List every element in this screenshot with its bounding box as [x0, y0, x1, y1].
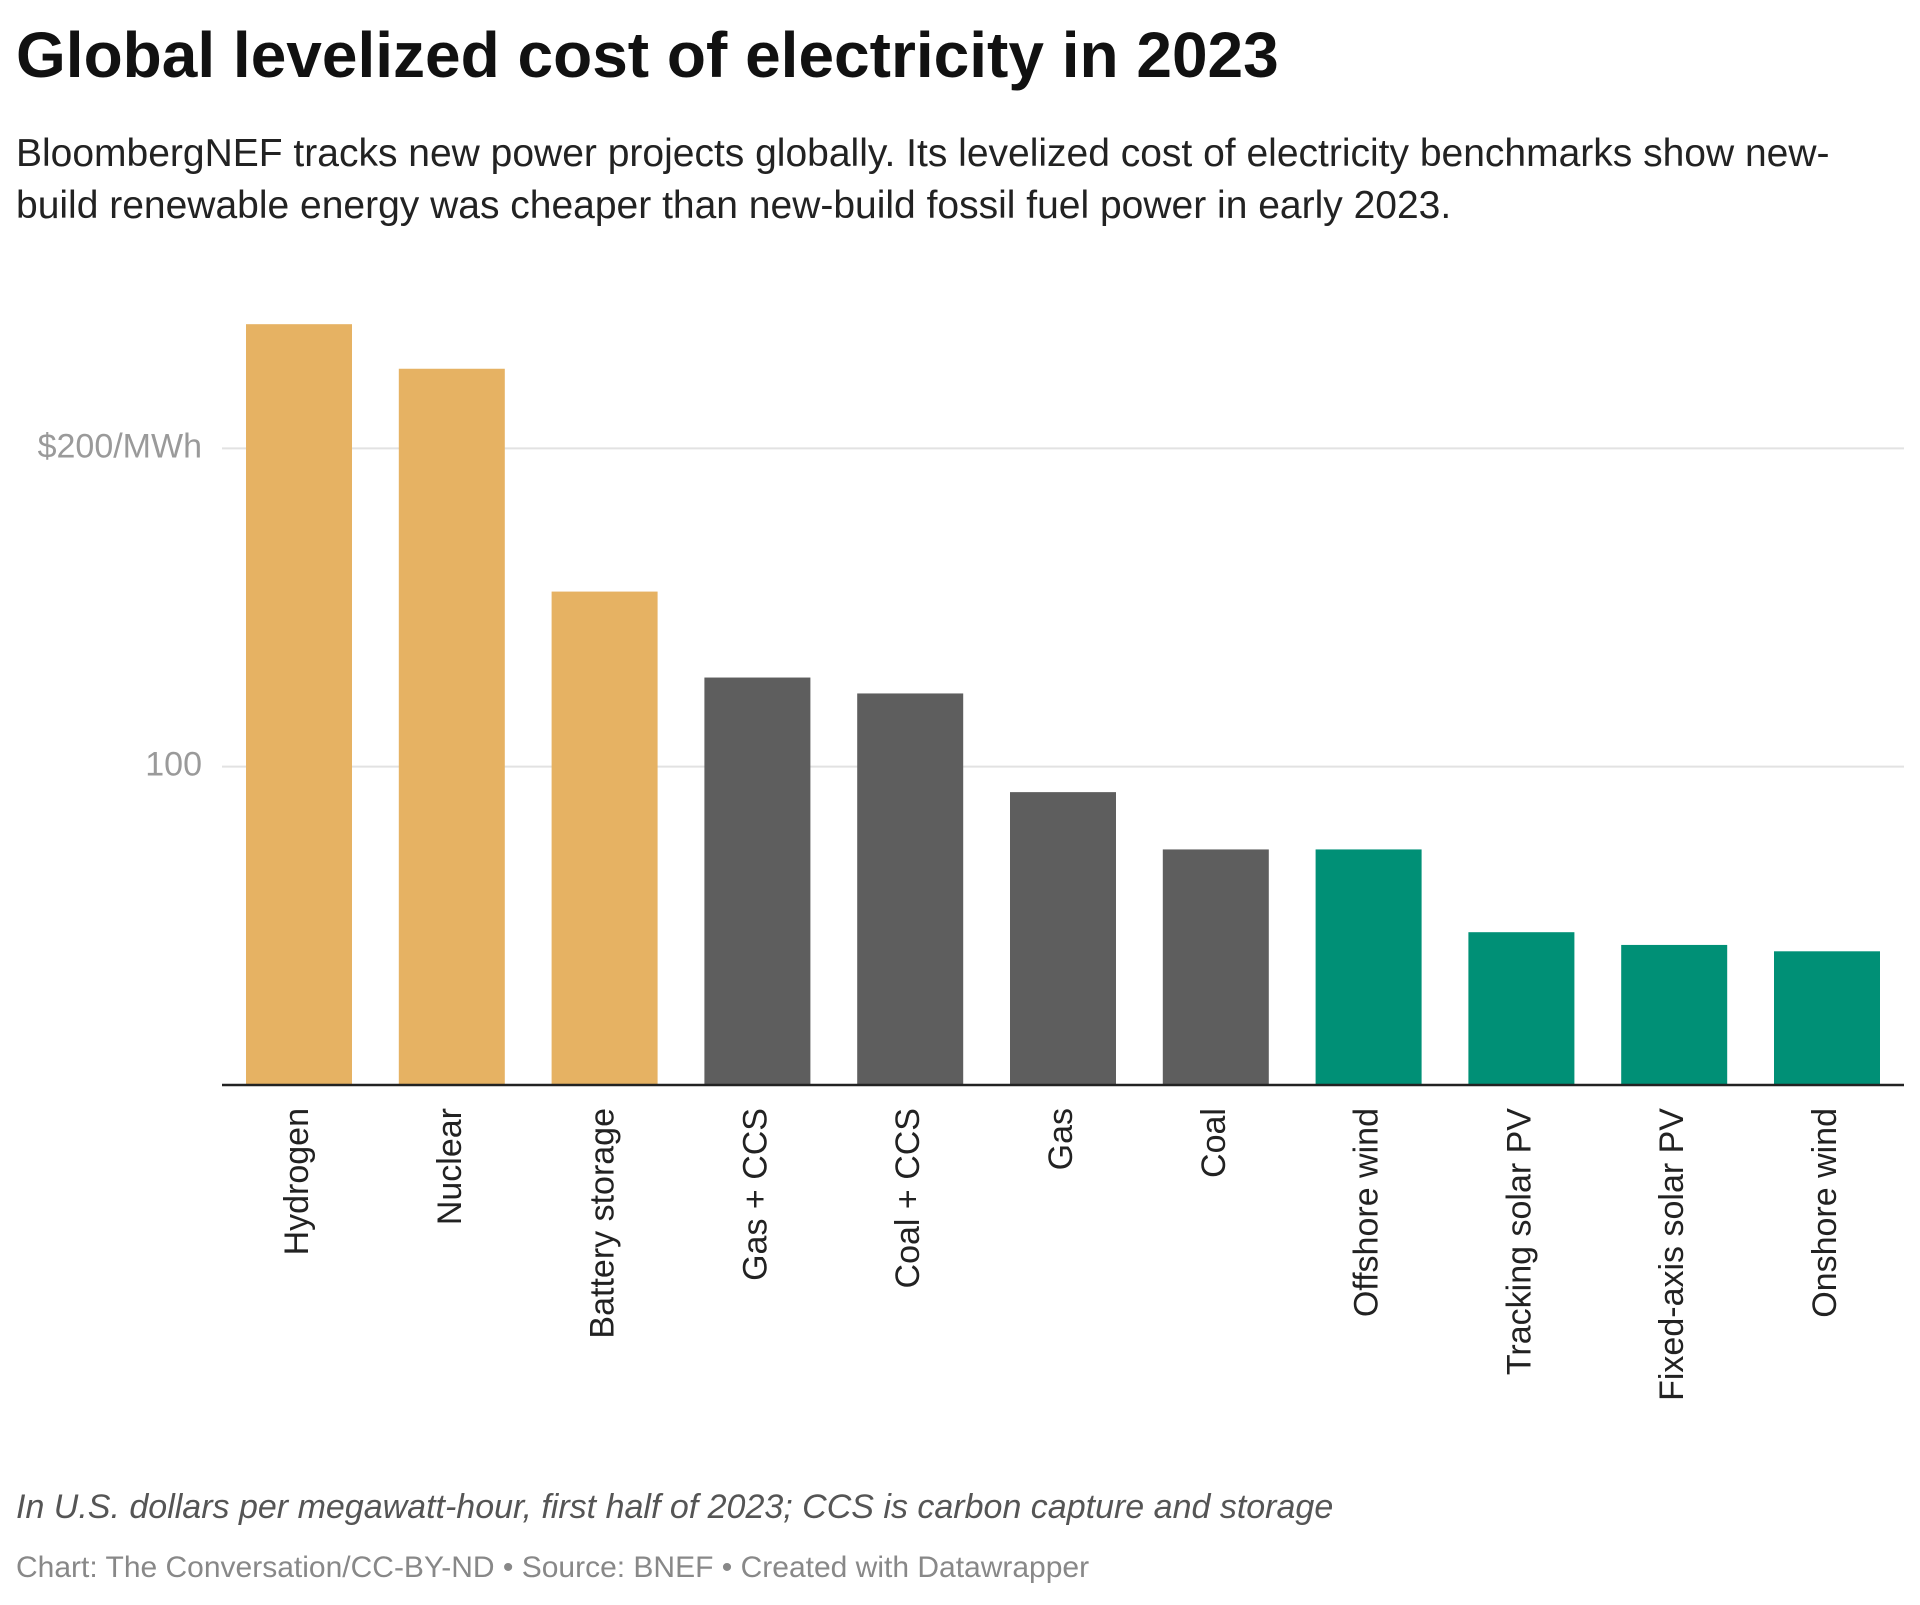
- chart-subtitle: BloombergNEF tracks new power projects g…: [16, 132, 1830, 227]
- bar: [1621, 944, 1728, 1085]
- y-tick-label: 100: [145, 746, 202, 784]
- x-tick-label: Battery storage: [584, 1108, 622, 1339]
- bar: [704, 677, 811, 1085]
- x-tick-label: Tracking solar PV: [1500, 1108, 1538, 1375]
- x-tick-label: Coal: [1195, 1108, 1233, 1178]
- bar: [398, 368, 505, 1085]
- x-tick-label: Nuclear: [431, 1108, 469, 1225]
- x-tick-label: Offshore wind: [1348, 1108, 1386, 1317]
- bar: [551, 591, 658, 1085]
- x-tick-label: Gas: [1042, 1108, 1080, 1170]
- x-tick-label: Onshore wind: [1806, 1108, 1844, 1318]
- chart: 100 $200/MWh Hydrogen Nuclear Battery storag…: [38, 324, 1904, 1401]
- bar: [1162, 849, 1269, 1085]
- bar: [1315, 849, 1422, 1085]
- y-tick-label: $200/MWh: [38, 427, 202, 465]
- chart-source: Chart: The Conversation/CC-BY-ND • Sourc…: [16, 1551, 1090, 1584]
- x-tick-label: Coal + CCS: [889, 1108, 927, 1288]
- chart-notes: In U.S. dollars per megawatt-hour, first…: [16, 1488, 1334, 1526]
- x-tick-label: Fixed-axis solar PV: [1653, 1108, 1691, 1401]
- bar: [246, 324, 352, 1085]
- bar: [1010, 792, 1116, 1085]
- bar: [857, 693, 964, 1085]
- chart-title: Global levelized cost of electricity in …: [16, 19, 1279, 91]
- x-tick-label: Gas + CCS: [736, 1108, 774, 1281]
- bar: [1468, 932, 1575, 1085]
- x-tick-label: Hydrogen: [278, 1108, 316, 1255]
- bar: [1774, 951, 1880, 1085]
